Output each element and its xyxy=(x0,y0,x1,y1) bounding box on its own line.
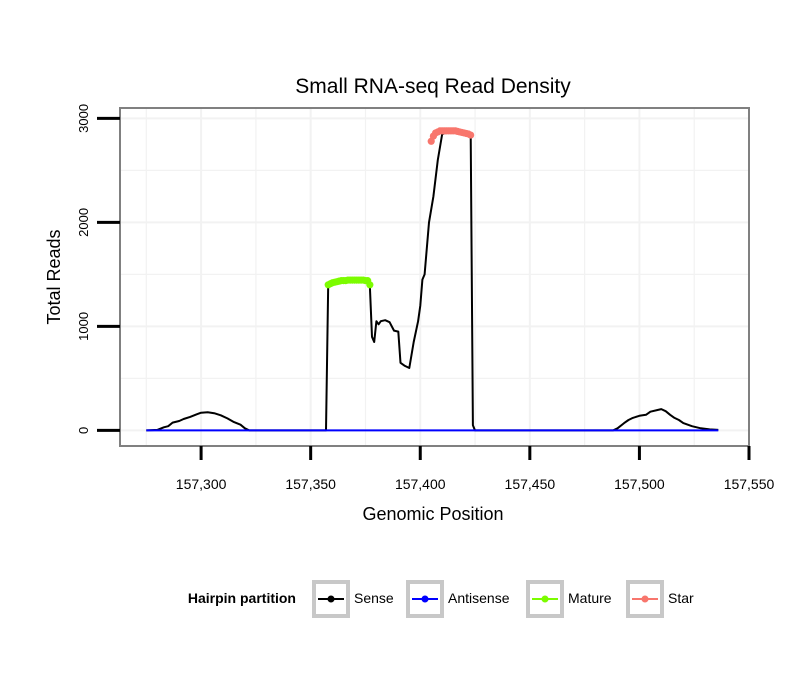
y-tick-label: 1000 xyxy=(76,312,91,341)
legend: Hairpin partition Sense Antisense Mature St… xyxy=(188,580,694,618)
axis-layer: 157,300 157,350 157,400 157,450 157,500 157,5… xyxy=(76,104,775,492)
sense-series-line xyxy=(146,129,719,432)
x-tick-label: 157,450 xyxy=(505,476,556,492)
legend-key-point xyxy=(421,595,429,603)
y-axis-label: Total Reads xyxy=(44,229,64,324)
plot-panel xyxy=(119,107,750,447)
legend-item-mature: Mature xyxy=(526,580,612,618)
x-tick-label: 157,400 xyxy=(395,476,446,492)
x-tick-label: 157,550 xyxy=(724,476,775,492)
legend-label-star: Star xyxy=(668,590,694,606)
legend-item-star: Star xyxy=(626,580,694,618)
legend-item-antisense: Antisense xyxy=(406,580,510,618)
legend-key-point xyxy=(641,595,649,603)
star-point xyxy=(467,131,475,139)
series-layer xyxy=(146,127,719,432)
legend-title: Hairpin partition xyxy=(188,590,296,606)
x-tick-label: 157,350 xyxy=(285,476,336,492)
mature-point xyxy=(366,281,374,289)
x-axis-label: Genomic Position xyxy=(362,504,503,524)
y-tick-label: 2000 xyxy=(76,208,91,237)
x-tick-label: 157,300 xyxy=(176,476,227,492)
legend-item-sense: Sense xyxy=(312,580,394,618)
x-tick-label: 157,500 xyxy=(614,476,665,492)
legend-key-point xyxy=(327,595,335,603)
legend-label-sense: Sense xyxy=(354,590,394,606)
legend-key-point xyxy=(541,595,549,603)
y-tick-label: 3000 xyxy=(76,104,91,133)
y-tick-label: 0 xyxy=(76,427,91,434)
legend-label-antisense: Antisense xyxy=(448,590,510,606)
chart-title: Small RNA-seq Read Density xyxy=(295,75,571,98)
legend-label-mature: Mature xyxy=(568,590,612,606)
